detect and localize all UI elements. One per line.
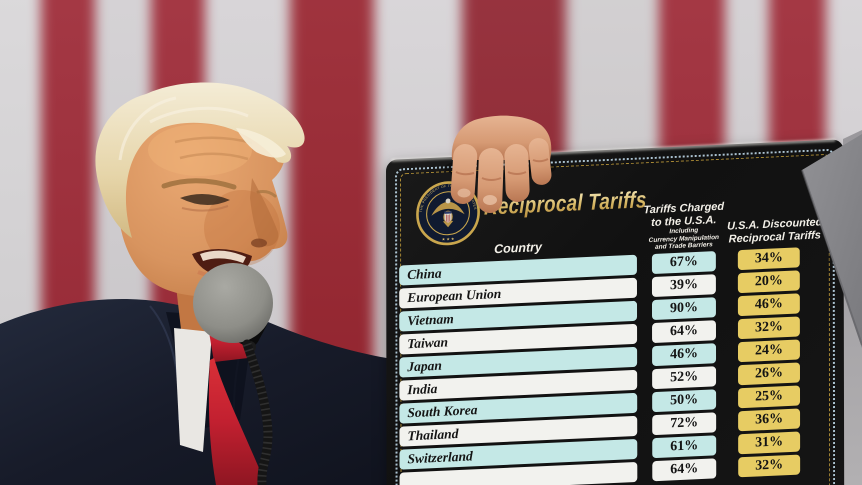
shirt-collar — [174, 328, 212, 452]
far-eyebrow — [256, 190, 277, 198]
mic-neck — [242, 339, 273, 485]
finger-creases — [455, 158, 549, 181]
mic-foam — [193, 263, 273, 343]
eye-lower-lid — [181, 205, 229, 212]
hair-front-flick — [236, 128, 286, 158]
fingernail — [483, 195, 497, 205]
fingernail — [457, 188, 471, 198]
teeth — [200, 250, 246, 263]
nostril — [251, 238, 267, 248]
seal-stars: ★ ★ ★ — [442, 236, 455, 242]
tie — [208, 358, 266, 485]
hand-knuckles — [451, 115, 552, 160]
teleprompter-side-dark — [802, 134, 862, 348]
eyebrow — [161, 178, 237, 190]
hair — [95, 82, 305, 238]
forehead-highlight — [148, 124, 252, 176]
nose-shadow — [250, 178, 279, 247]
seal-eagle — [431, 198, 465, 228]
eye — [180, 193, 230, 206]
hair-highlight — [118, 96, 249, 161]
teleprompter-edge-line — [801, 169, 862, 346]
